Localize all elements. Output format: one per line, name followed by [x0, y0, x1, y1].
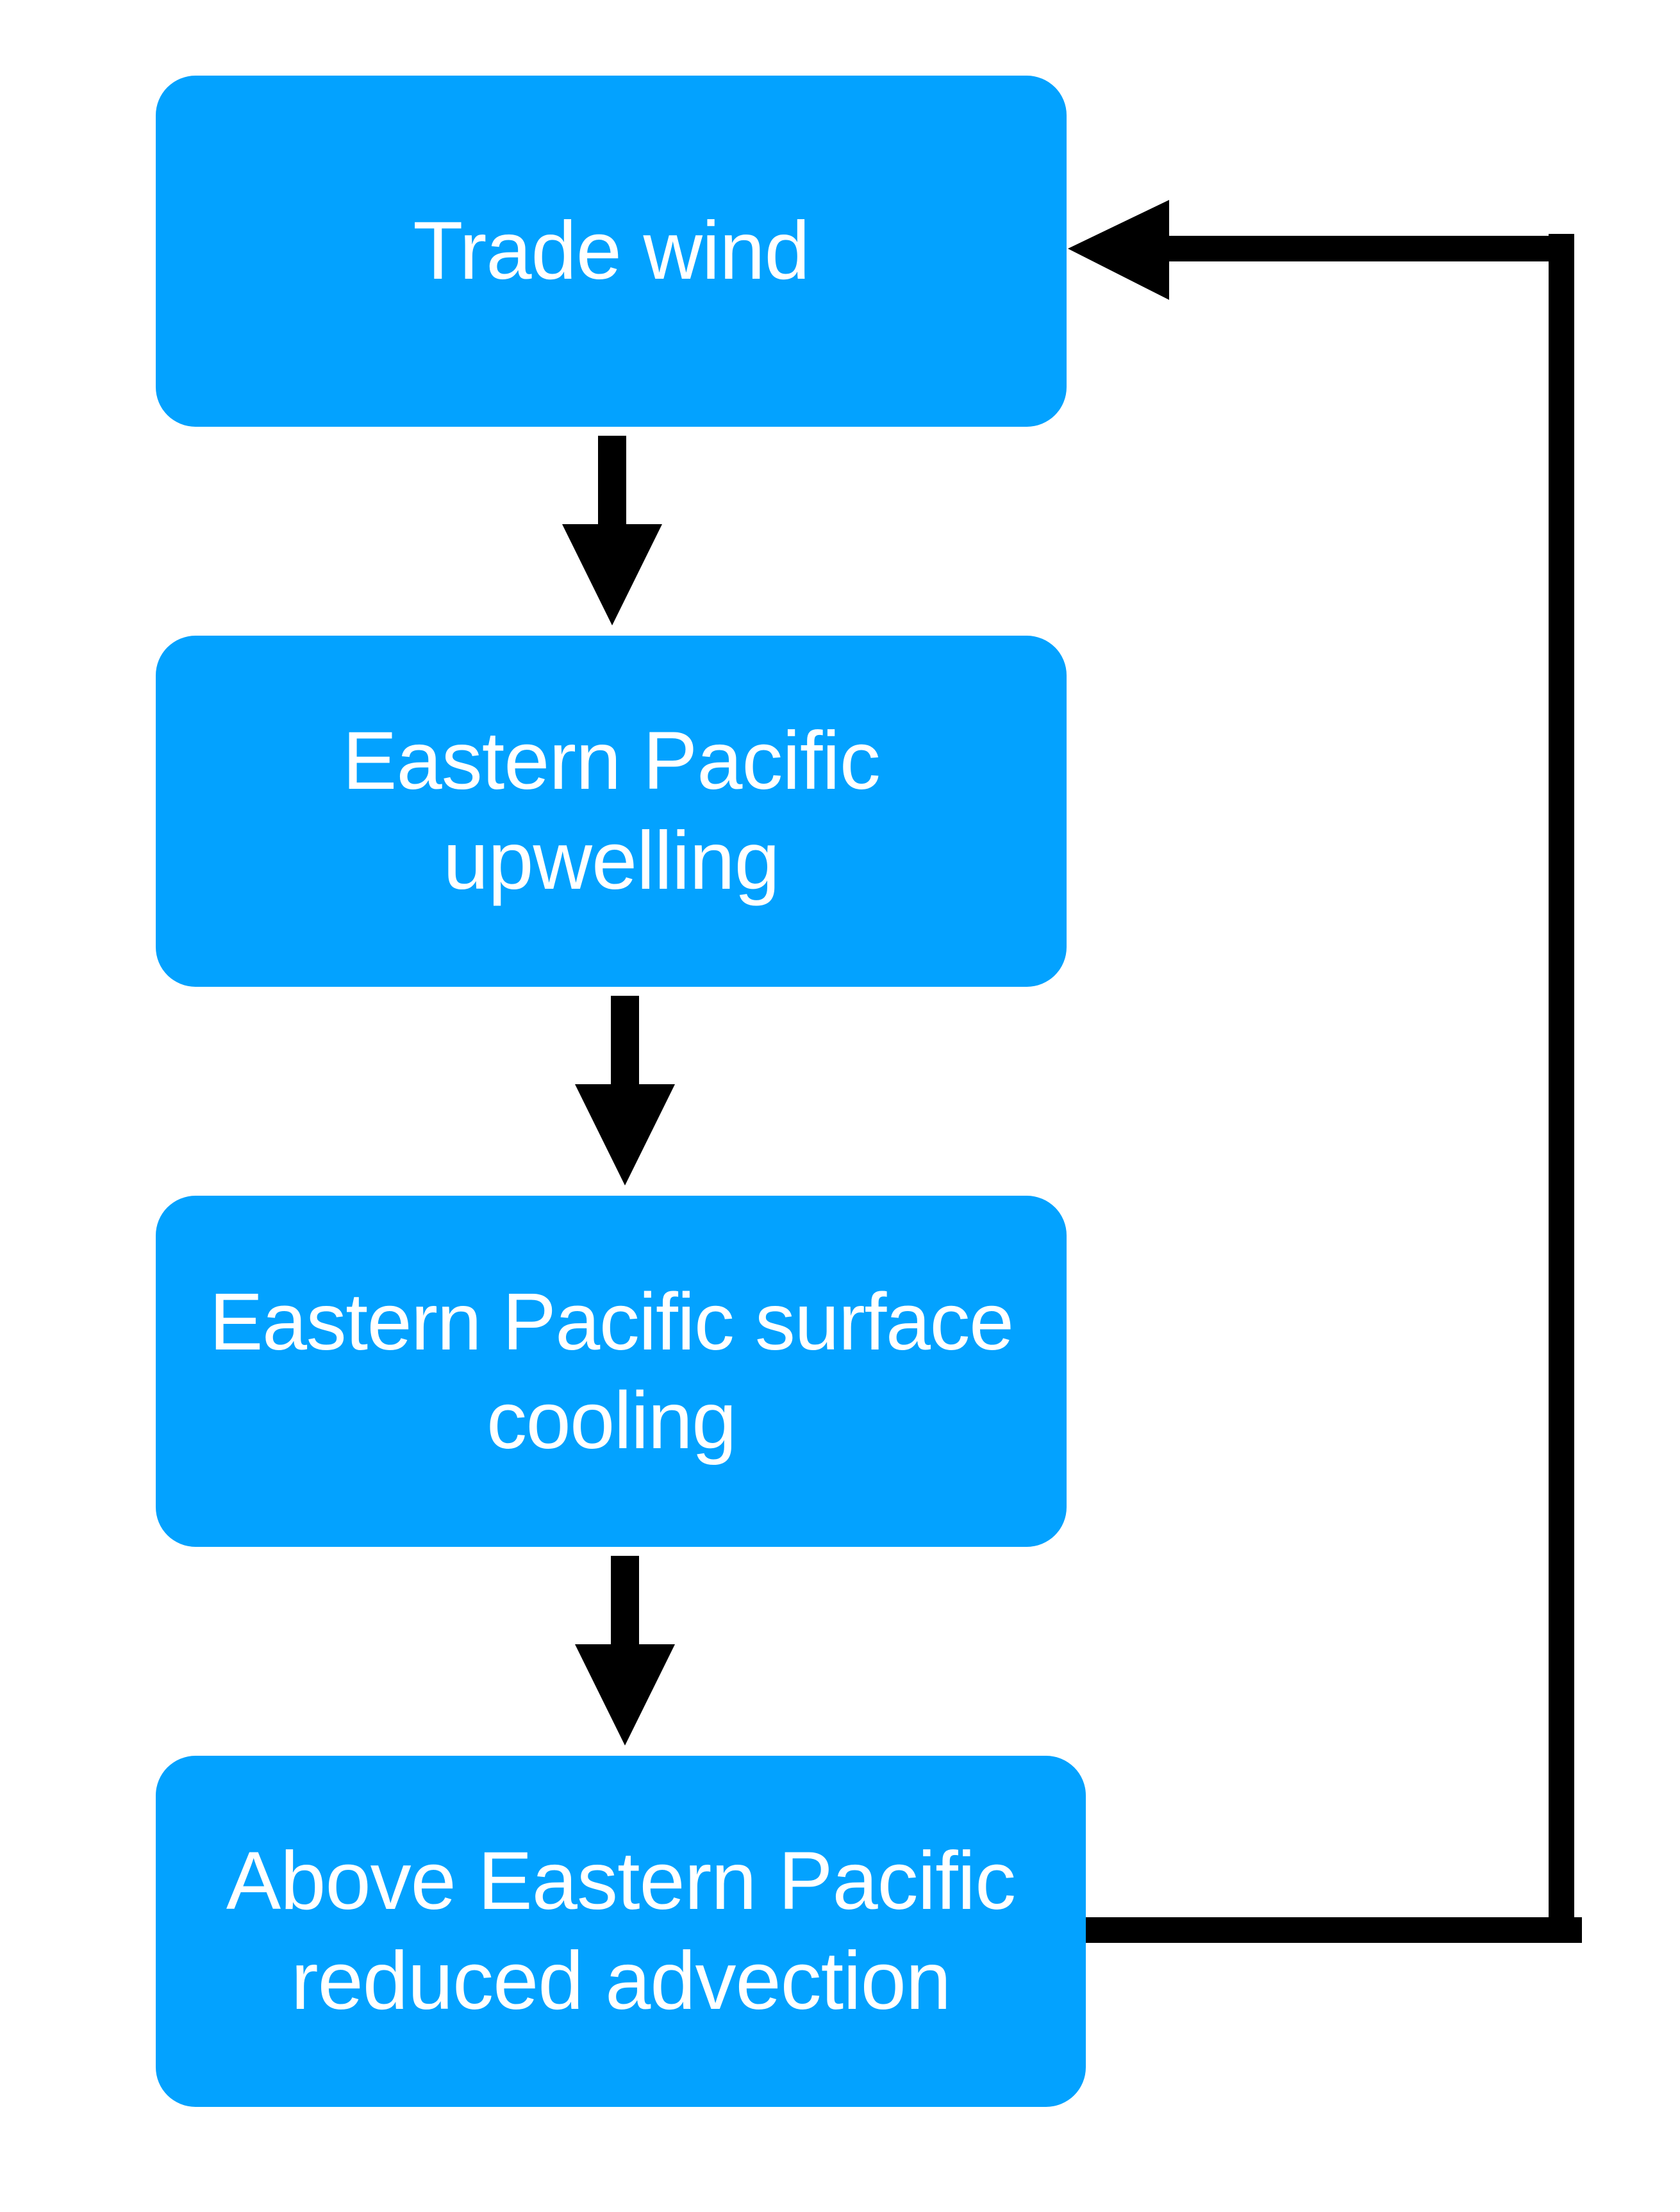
arrow-cooling-to-advection: [575, 1556, 675, 1746]
arrow-upwelling-to-cooling: [575, 996, 675, 1185]
node-eastern-pacific-surface-cooling-label: Eastern Pacific surface cooling: [209, 1276, 1014, 1465]
node-reduced-advection-label: Above Eastern Pacific reduced advection: [226, 1835, 1016, 2027]
arrow-head: [575, 1084, 675, 1185]
node-reduced-advection: Above Eastern Pacific reduced advection: [156, 1756, 1086, 2107]
feedback-vertical-segment: [1549, 234, 1574, 1943]
arrow-head: [562, 524, 662, 625]
node-trade-wind: Trade wind: [156, 76, 1067, 427]
arrow-advection-to-trade-wind: [1068, 200, 1582, 1943]
arrow-shaft: [598, 436, 626, 525]
feedback-top-segment: [1164, 236, 1574, 261]
node-trade-wind-label: Trade wind: [413, 204, 810, 297]
node-eastern-pacific-upwelling: Eastern Pacific upwelling: [156, 636, 1067, 987]
arrow-head: [575, 1644, 675, 1746]
feedback-bottom-segment: [1086, 1917, 1582, 1943]
arrow-shaft: [611, 996, 639, 1085]
arrow-shaft: [611, 1556, 639, 1646]
feedback-arrow-head: [1068, 200, 1169, 300]
arrow-trade-wind-to-upwelling: [562, 436, 662, 625]
node-eastern-pacific-upwelling-label: Eastern Pacific upwelling: [342, 714, 881, 907]
node-eastern-pacific-surface-cooling: Eastern Pacific surface cooling: [156, 1196, 1067, 1547]
